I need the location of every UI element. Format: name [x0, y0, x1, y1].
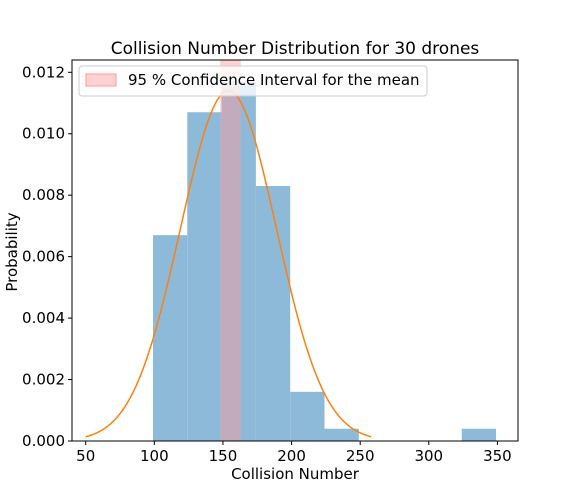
y-tick-label: 0.012 [22, 63, 65, 81]
x-tick-label: 200 [277, 447, 306, 465]
legend-swatch [85, 73, 117, 87]
histogram-bar [152, 235, 188, 441]
x-tick-label: 300 [414, 447, 443, 465]
x-axis-label: Collision Number [231, 465, 360, 483]
x-tick-label: 100 [140, 447, 169, 465]
x-tick-label: 250 [346, 447, 375, 465]
histogram-bar [221, 81, 256, 442]
y-tick-label: 0.004 [22, 309, 65, 327]
x-tick-label: 50 [76, 447, 95, 465]
legend-box [78, 65, 428, 97]
histogram-bars [152, 81, 497, 442]
y-tick-label: 0.006 [22, 248, 65, 266]
y-tick-label: 0.000 [22, 432, 65, 450]
histogram-bar [324, 428, 359, 441]
legend-label: 95 % Confidence Interval for the mean [128, 71, 420, 89]
legend: 95 % Confidence Interval for the mean [78, 65, 428, 97]
x-axis-ticks: 50 100 150 200 250 300 350 [76, 441, 512, 465]
x-tick-label: 150 [209, 447, 238, 465]
histogram-bar [255, 185, 291, 441]
y-axis-ticks: 0.000 0.002 0.004 0.006 0.008 0.010 0.012 [22, 63, 72, 450]
histogram-bar [461, 428, 497, 441]
y-tick-label: 0.010 [22, 125, 65, 143]
histogram-bar [290, 391, 325, 441]
plot-frame [71, 59, 519, 442]
y-tick-label: 0.008 [22, 186, 65, 204]
y-axis-label: Probability [3, 212, 21, 291]
chart-title: Collision Number Distribution for 30 dro… [111, 39, 480, 59]
plot-background [72, 60, 518, 441]
histogram-bar [187, 112, 222, 441]
y-tick-label: 0.002 [22, 371, 65, 389]
x-tick-label: 350 [483, 447, 512, 465]
confidence-interval-band [220, 60, 241, 441]
confidence-interval-rect [220, 60, 241, 441]
